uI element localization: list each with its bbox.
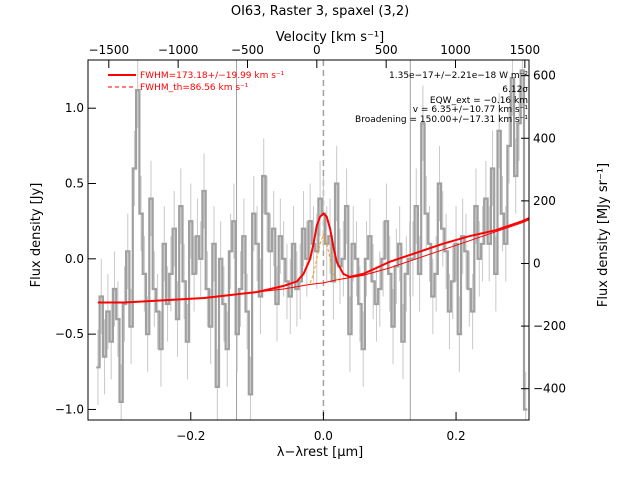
thermal-profile-line xyxy=(309,233,341,284)
bottom-axis-label: λ−λrest [μm] xyxy=(277,445,363,460)
x-tick-label-bottom: −0.2 xyxy=(176,429,205,443)
fit-series-layer xyxy=(97,212,529,304)
y-tick-label-right: 200 xyxy=(533,194,556,208)
data-series-layer xyxy=(96,69,528,411)
y-tick-label-right: −400 xyxy=(533,382,566,396)
plot-border xyxy=(87,59,530,421)
y-tick-label-left: −1.0 xyxy=(55,402,84,416)
annotation-broadening: Broadening = 150.00+/−17.31 km s⁻¹ xyxy=(355,115,528,125)
annotation-eqw: EQW_ext = −0.16 km xyxy=(430,96,528,106)
axis-ticks: −0.2 0.0 0.2 −1500 −1000 −500 0 500 1000 1500 −1.0… xyxy=(55,43,566,443)
y-tick-label-left: 1.0 xyxy=(65,101,84,115)
x-tick-label-top: 500 xyxy=(375,43,398,57)
x-tick-label-top: −1500 xyxy=(89,43,130,57)
legend-fit-label: FWHM=173.18+/−19.99 km s⁻¹ xyxy=(140,71,285,81)
x-tick-label-bottom: 0.2 xyxy=(447,429,466,443)
y-tick-label-right: −200 xyxy=(533,319,566,333)
x-tick-label-bottom: 0.0 xyxy=(314,429,333,443)
annotation-significance: 6.12σ xyxy=(502,85,528,95)
annotation-flux: 1.35e−17+/−2.21e−18 W m⁻² xyxy=(389,71,528,81)
left-axis-label: Flux density [Jy] xyxy=(29,183,44,288)
plot-frame xyxy=(87,59,530,421)
top-axis-label: Velocity [km s⁻¹] xyxy=(276,30,384,45)
legend-thermal-label: FWHM_th=86.56 km s⁻¹ xyxy=(140,83,249,93)
x-tick-label-top: 0 xyxy=(313,43,321,57)
x-tick-label-top: −1000 xyxy=(158,43,199,57)
fit-annotations: 1.35e−17+/−2.21e−18 W m⁻² 6.12σ EQW_ext … xyxy=(355,71,528,125)
x-tick-label-top: 1500 xyxy=(510,43,541,57)
annotation-velocity: v = 6.35+/−10.77 km s⁻¹ xyxy=(413,105,529,115)
chart-title: OI63, Raster 3, spaxel (3,2) xyxy=(231,4,409,19)
y-tick-label-left: 0.0 xyxy=(65,252,84,266)
data-series-line xyxy=(96,69,528,411)
legend: FWHM=173.18+/−19.99 km s⁻¹ FWHM_th=86.56… xyxy=(108,71,285,93)
fit-line xyxy=(97,212,529,304)
y-tick-label-right: 400 xyxy=(533,131,556,145)
x-tick-label-top: −500 xyxy=(231,43,264,57)
right-axis-label: Flux density [MJy sr⁻¹] xyxy=(596,163,611,307)
y-tick-label-left: −0.5 xyxy=(55,327,84,341)
y-tick-label-right: 0 xyxy=(533,256,541,270)
y-tick-label-left: 0.5 xyxy=(65,177,84,191)
x-tick-label-top: 1000 xyxy=(440,43,471,57)
y-tick-label-right: 600 xyxy=(533,69,556,83)
